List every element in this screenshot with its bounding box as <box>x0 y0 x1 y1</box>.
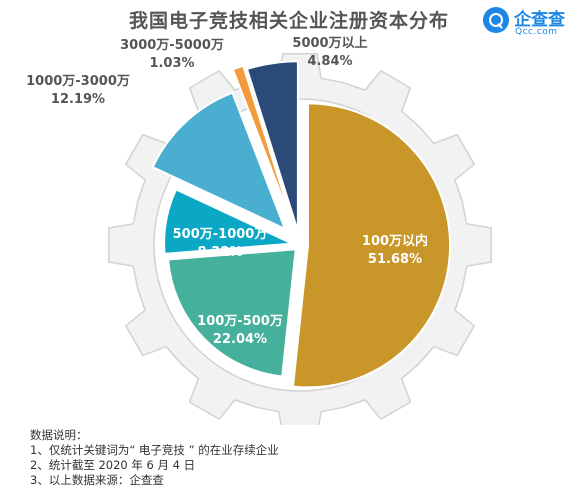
slice-label-5: 5000万以上 <box>292 36 367 51</box>
slice-value-5: 4.84% <box>307 54 352 69</box>
slice-label-2: 500万-1000万 <box>173 227 268 242</box>
pie-slice-3 <box>151 91 287 231</box>
pie-slice-5 <box>245 60 299 232</box>
brand-url: Qcc.com <box>515 27 558 37</box>
slice-label-3: 1000万-3000万 <box>26 74 130 89</box>
slice-label-1: 100万-500万 <box>197 314 283 329</box>
note-line-3: 3、以上数据来源：企查查 <box>30 473 164 487</box>
slice-label-4: 3000万-5000万 <box>120 38 224 53</box>
brand-logo: 企查查 Qcc.com <box>483 5 573 41</box>
slice-value-0: 51.68% <box>368 252 422 267</box>
slice-label-0: 100万以内 <box>362 233 428 249</box>
pie-slices <box>151 60 452 389</box>
pie-slice-4 <box>231 64 296 229</box>
magnifier-icon <box>483 7 509 33</box>
pie-slice-0 <box>291 102 452 389</box>
slice-value-3: 12.19% <box>51 92 105 107</box>
slice-value-1: 22.04% <box>213 332 267 347</box>
pie-slice-1 <box>167 248 297 378</box>
data-notes: 数据说明： 1、仅统计关键词为“ 电子竞技 ” 的在业存续企业 2、统计截至 2… <box>30 428 279 488</box>
chart-title: 我国电子竞技相关企业注册资本分布 <box>128 10 449 32</box>
slice-value-4: 1.03% <box>149 56 194 71</box>
slice-value-2: 8.22% <box>197 245 242 260</box>
brand-name: 企查查 <box>514 10 565 30</box>
notes-heading: 数据说明： <box>30 428 88 442</box>
pie-chart: 100万以内 51.68% 100万-500万 22.04% 500万-1000万 8.2… <box>26 36 492 425</box>
pie-slice-2 <box>163 188 296 255</box>
note-line-1: 1、仅统计关键词为“ 电子竞技 ” 的在业存续企业 <box>30 443 279 457</box>
pie-labels: 100万以内 51.68% 100万-500万 22.04% 500万-1000万 8.2… <box>26 36 428 347</box>
note-line-2: 2、统计截至 2020 年 6 月 4 日 <box>30 458 196 472</box>
